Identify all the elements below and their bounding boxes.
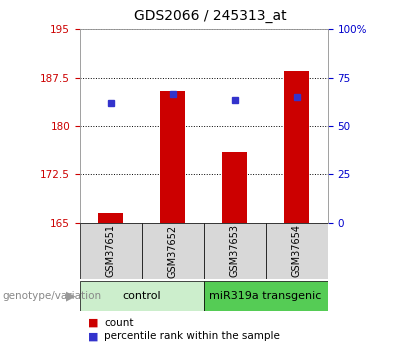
Text: ▶: ▶ (66, 289, 76, 302)
Text: GSM37651: GSM37651 (106, 225, 116, 277)
Text: GDS2066 / 245313_at: GDS2066 / 245313_at (134, 9, 286, 23)
Bar (98, 213, 123, 223)
Text: GSM37652: GSM37652 (168, 225, 178, 277)
Text: percentile rank within the sample: percentile rank within the sample (104, 332, 280, 341)
Bar (204, 223, 266, 279)
Text: ■: ■ (88, 332, 99, 341)
Text: GSM37654: GSM37654 (291, 225, 302, 277)
Text: miR319a transgenic: miR319a transgenic (210, 291, 322, 301)
Text: GSM37653: GSM37653 (230, 225, 240, 277)
Text: control: control (123, 291, 161, 301)
Bar (284, 71, 309, 223)
Bar (142, 223, 204, 279)
Text: genotype/variation: genotype/variation (2, 291, 101, 301)
Bar (80, 281, 204, 310)
Bar (265, 223, 328, 279)
Bar (204, 281, 328, 310)
Bar (222, 152, 247, 223)
Text: ■: ■ (88, 318, 99, 327)
Bar (80, 223, 142, 279)
Text: count: count (104, 318, 134, 327)
Bar (160, 90, 185, 223)
